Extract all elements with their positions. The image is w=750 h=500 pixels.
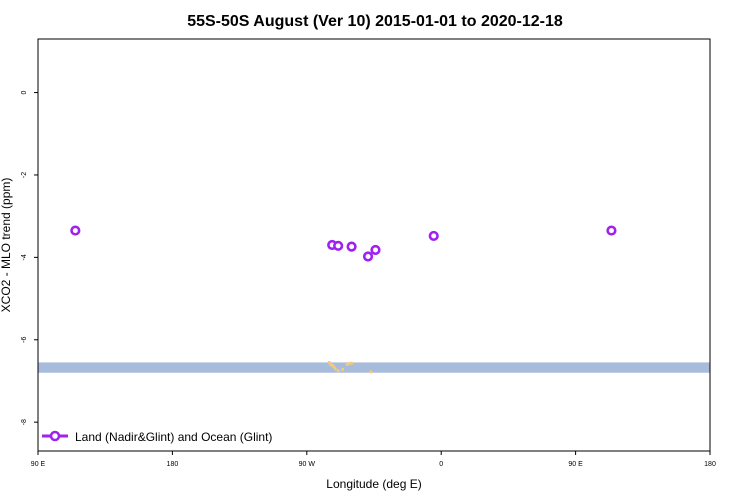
- legend-label: Land (Nadir&Glint) and Ocean (Glint): [75, 430, 272, 444]
- data-point: [606, 225, 617, 236]
- band-marker: [341, 367, 345, 372]
- band-marker: [333, 367, 337, 371]
- x-axis-label: Longitude (deg E): [326, 477, 421, 491]
- data-point: [333, 240, 344, 251]
- data-point: [370, 244, 381, 256]
- x-tick-label: 90 E: [31, 461, 46, 468]
- x-tick-label: 90 E: [568, 461, 583, 468]
- points-layer: [70, 225, 617, 262]
- y-tick-label: -6: [21, 337, 28, 343]
- band-marker: [336, 369, 340, 373]
- band-marker: [369, 370, 373, 374]
- y-tick-label: -4: [21, 254, 28, 260]
- data-point: [346, 241, 357, 252]
- y-axis-label: XCO2 - MLO trend (ppm): [0, 178, 13, 313]
- data-band: [38, 362, 710, 373]
- y-tick-label: -2: [21, 172, 28, 178]
- y-tick-label: 0: [21, 91, 28, 95]
- legend-swatch-marker: [49, 430, 61, 442]
- band-marker: [350, 361, 354, 365]
- data-point: [70, 225, 81, 236]
- y-tick-label: -8: [21, 419, 28, 425]
- y-axis: 0 -2 -4 -6 -8: [21, 91, 38, 425]
- x-axis: 90 E 180 90 W 0 90 E 180: [31, 451, 716, 468]
- band-marker: [347, 362, 351, 366]
- x-tick-label: 180: [704, 461, 716, 468]
- data-point: [428, 230, 439, 242]
- data-point: [362, 251, 374, 262]
- legend: Land (Nadir&Glint) and Ocean (Glint): [42, 430, 272, 444]
- chart-title: 55S-50S August (Ver 10) 2015-01-01 to 20…: [187, 13, 563, 30]
- x-tick-label: 90 W: [299, 461, 316, 468]
- x-tick-label: 180: [167, 461, 179, 468]
- band-layer: [38, 360, 710, 374]
- plot-frame: [37, 38, 711, 452]
- x-tick-label: 0: [439, 461, 443, 468]
